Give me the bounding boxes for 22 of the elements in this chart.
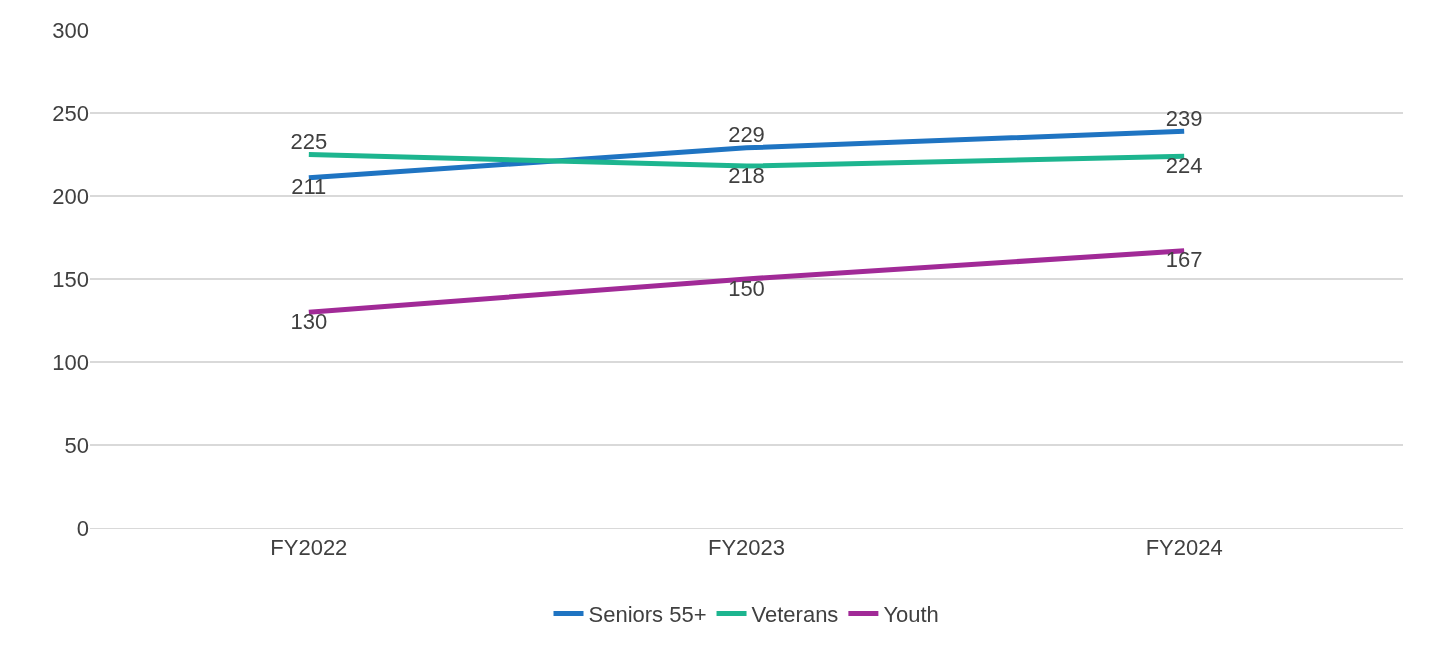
- x-tick-label: FY2024: [1145, 535, 1223, 561]
- y-tick-label: 200: [52, 183, 89, 209]
- x-tick-label: FY2022: [270, 535, 348, 561]
- data-label: 224: [1165, 152, 1203, 178]
- legend-label: Seniors 55+: [588, 602, 707, 628]
- y-tick-label: 100: [52, 349, 89, 375]
- data-label: 218: [728, 162, 765, 188]
- data-label: 167: [1165, 247, 1203, 273]
- data-label: 239: [1165, 105, 1203, 131]
- data-label: 150: [728, 275, 765, 301]
- y-tick-label: 300: [52, 17, 89, 43]
- y-tick-label: 0: [76, 515, 89, 541]
- legend-label: Veterans: [751, 602, 839, 628]
- y-tick-label: 150: [52, 266, 89, 292]
- data-label: 225: [290, 129, 328, 154]
- legend-label: Youth: [883, 602, 939, 628]
- data-label: 130: [290, 308, 328, 334]
- y-tick-label: 250: [52, 100, 89, 126]
- data-label: 211: [291, 174, 327, 200]
- x-tick-label: FY2023: [707, 535, 786, 561]
- data-label: 229: [728, 122, 765, 148]
- y-tick-label: 50: [64, 432, 89, 458]
